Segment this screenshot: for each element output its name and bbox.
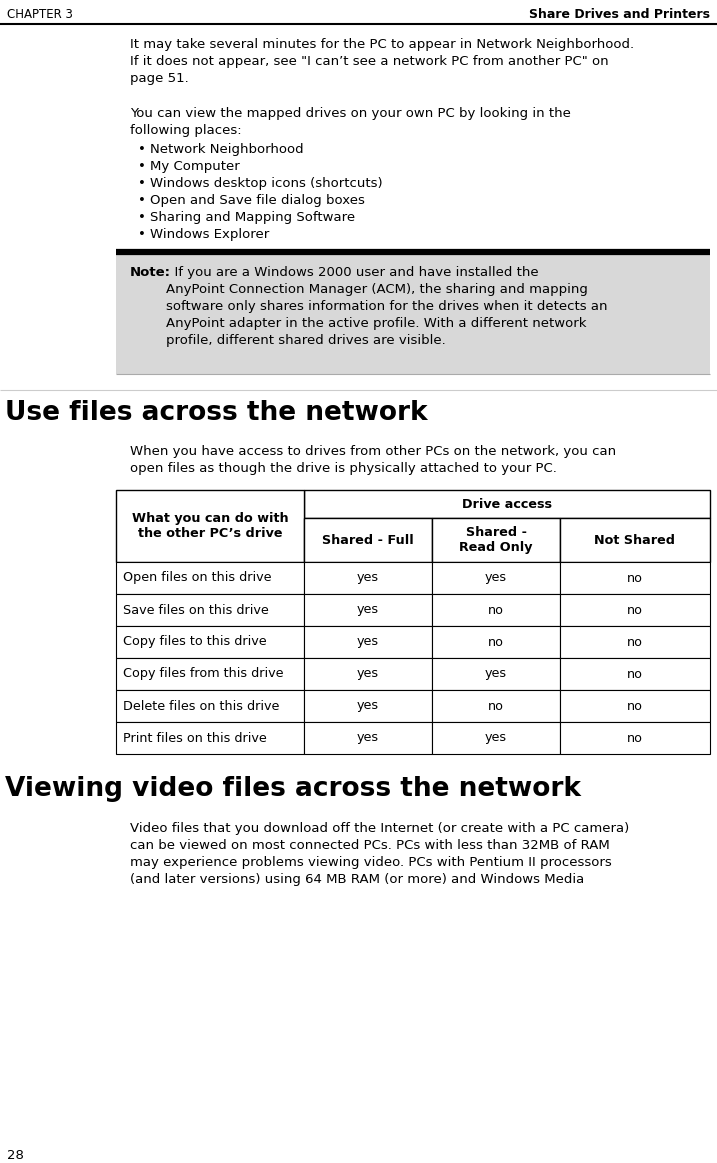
Text: Copy files from this drive: Copy files from this drive	[123, 668, 283, 680]
Text: no: no	[488, 699, 504, 713]
Text: Network Neighborhood: Network Neighborhood	[150, 143, 303, 156]
Text: Print files on this drive: Print files on this drive	[123, 732, 267, 744]
Text: Copy files to this drive: Copy files to this drive	[123, 635, 267, 649]
Text: Shared - Full: Shared - Full	[322, 534, 414, 547]
Bar	[116, 562, 304, 594]
Bar	[304, 658, 432, 690]
Bar	[116, 722, 304, 754]
Bar	[432, 562, 560, 594]
Text: no: no	[627, 732, 643, 744]
Text: yes: yes	[357, 668, 379, 680]
Text: yes: yes	[485, 668, 507, 680]
Text: Windows desktop icons (shortcuts): Windows desktop icons (shortcuts)	[150, 177, 383, 190]
Bar	[304, 626, 432, 658]
Text: Open files on this drive: Open files on this drive	[123, 571, 272, 585]
Text: yes: yes	[357, 699, 379, 713]
Text: Drive access: Drive access	[462, 498, 552, 511]
Bar	[304, 722, 432, 754]
Text: Save files on this drive: Save files on this drive	[123, 604, 269, 616]
Text: Delete files on this drive: Delete files on this drive	[123, 699, 280, 713]
Text: no: no	[627, 668, 643, 680]
Text: Windows Explorer: Windows Explorer	[150, 228, 270, 241]
Text: yes: yes	[357, 635, 379, 649]
Bar	[116, 626, 304, 658]
Text: Open and Save file dialog boxes: Open and Save file dialog boxes	[150, 194, 365, 207]
Bar	[432, 722, 560, 754]
Bar	[432, 594, 560, 626]
Bar	[560, 594, 710, 626]
Text: Use files across the network: Use files across the network	[5, 400, 427, 426]
Bar	[560, 626, 710, 658]
Text: yes: yes	[485, 571, 507, 585]
Bar	[304, 562, 432, 594]
Bar	[560, 658, 710, 690]
Bar	[304, 690, 432, 722]
Bar	[560, 518, 710, 562]
Bar	[116, 252, 710, 374]
Text: yes: yes	[485, 732, 507, 744]
Bar	[432, 690, 560, 722]
Text: yes: yes	[357, 571, 379, 585]
Text: no: no	[627, 571, 643, 585]
Bar	[304, 518, 432, 562]
Bar	[116, 658, 304, 690]
Text: When you have access to drives from other PCs on the network, you can
open files: When you have access to drives from othe…	[130, 445, 616, 475]
Text: If you are a Windows 2000 user and have installed the
AnyPoint Connection Manage: If you are a Windows 2000 user and have …	[166, 266, 607, 347]
Bar	[560, 690, 710, 722]
Text: no: no	[627, 635, 643, 649]
Text: yes: yes	[357, 604, 379, 616]
Bar	[304, 594, 432, 626]
Bar	[432, 626, 560, 658]
Text: Not Shared: Not Shared	[594, 534, 675, 547]
Bar	[116, 690, 304, 722]
Text: CHAPTER 3: CHAPTER 3	[7, 8, 73, 21]
Text: What you can do with
the other PC’s drive: What you can do with the other PC’s driv…	[132, 512, 288, 540]
Text: •: •	[138, 211, 146, 224]
Text: My Computer: My Computer	[150, 160, 239, 173]
Text: no: no	[488, 604, 504, 616]
Bar	[560, 722, 710, 754]
Text: Note:: Note:	[130, 266, 171, 279]
Text: You can view the mapped drives on your own PC by looking in the
following places: You can view the mapped drives on your o…	[130, 107, 571, 137]
Text: Viewing video files across the network: Viewing video files across the network	[5, 776, 581, 802]
Text: Shared -
Read Only: Shared - Read Only	[460, 526, 533, 554]
Text: It may take several minutes for the PC to appear in Network Neighborhood.
If it : It may take several minutes for the PC t…	[130, 38, 634, 85]
Text: •: •	[138, 177, 146, 190]
Text: yes: yes	[357, 732, 379, 744]
Text: •: •	[138, 143, 146, 156]
Text: no: no	[488, 635, 504, 649]
Bar	[560, 562, 710, 594]
Text: Sharing and Mapping Software: Sharing and Mapping Software	[150, 211, 355, 224]
Text: no: no	[627, 604, 643, 616]
Bar	[116, 594, 304, 626]
Text: Video files that you download off the Internet (or create with a PC camera)
can : Video files that you download off the In…	[130, 822, 630, 886]
Text: •: •	[138, 160, 146, 173]
Text: Share Drives and Printers: Share Drives and Printers	[529, 8, 710, 21]
Text: •: •	[138, 194, 146, 207]
Text: 28: 28	[7, 1149, 24, 1162]
Bar	[304, 490, 710, 518]
Text: •: •	[138, 228, 146, 241]
Text: no: no	[627, 699, 643, 713]
Bar	[432, 658, 560, 690]
Bar	[432, 518, 560, 562]
Bar	[116, 490, 304, 562]
